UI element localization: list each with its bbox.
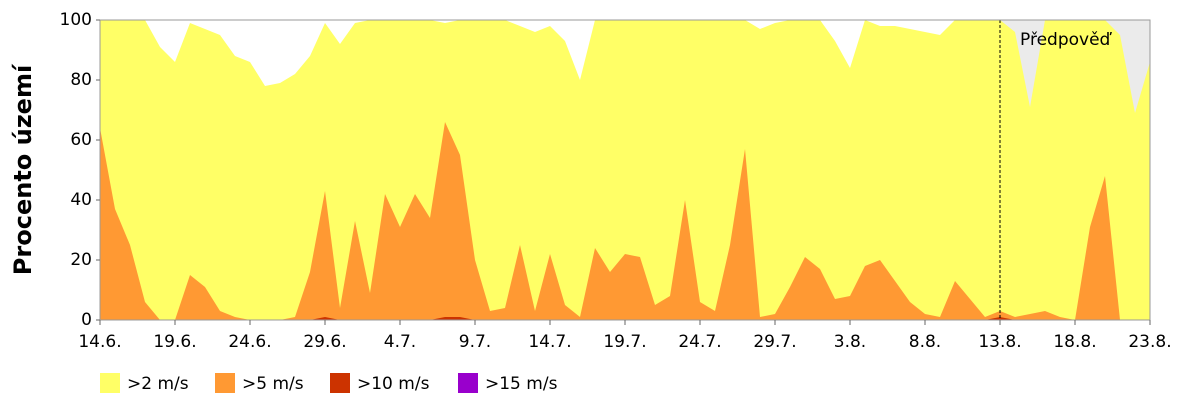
y-tick-label: 60 <box>70 130 92 150</box>
legend-swatch <box>100 373 120 393</box>
x-tick-label: 14.7. <box>528 332 571 352</box>
x-tick-label: 3.8. <box>834 332 866 352</box>
legend-swatch <box>215 373 235 393</box>
area <box>100 122 1135 320</box>
x-tick-label: 19.7. <box>603 332 646 352</box>
x-tick-label: 24.6. <box>228 332 271 352</box>
legend-swatch <box>330 373 350 393</box>
legend-label: >2 m/s <box>127 374 189 394</box>
legend-label: >5 m/s <box>242 374 304 394</box>
y-tick-label: 80 <box>70 70 92 90</box>
y-tick-label: 20 <box>70 250 92 270</box>
x-tick-label: 13.8. <box>978 332 1021 352</box>
x-tick-label: 29.6. <box>303 332 346 352</box>
x-tick-label: 9.7. <box>459 332 491 352</box>
x-tick-label: 29.7. <box>753 332 796 352</box>
legend-label: >10 m/s <box>357 374 430 394</box>
legend-swatch <box>458 373 478 393</box>
x-tick-label: 24.7. <box>678 332 721 352</box>
x-tick-label: 4.7. <box>384 332 416 352</box>
y-tick-label: 40 <box>70 190 92 210</box>
forecast-label: Předpověď <box>1020 30 1113 50</box>
x-tick-label: 14.6. <box>78 332 121 352</box>
x-tick-label: 19.6. <box>153 332 196 352</box>
y-axis-label: Procento území <box>9 63 37 275</box>
y-tick-label: 100 <box>60 10 92 30</box>
area <box>100 20 1150 320</box>
x-tick-label: 8.8. <box>909 332 941 352</box>
legend-label: >15 m/s <box>485 374 558 394</box>
x-tick-label: 23.8. <box>1128 332 1171 352</box>
y-tick-label: 0 <box>81 310 92 330</box>
x-tick-label: 18.8. <box>1053 332 1096 352</box>
